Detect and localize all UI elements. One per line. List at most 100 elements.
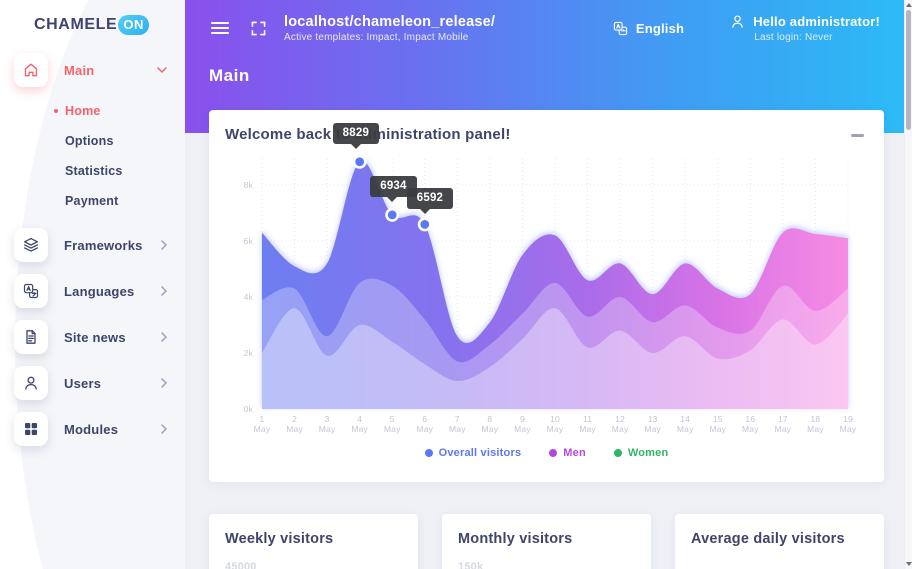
scroll-down-arrow[interactable] bbox=[906, 562, 912, 566]
grid-icon bbox=[14, 412, 48, 446]
svg-text:17: 17 bbox=[778, 414, 788, 424]
svg-text:2k: 2k bbox=[244, 348, 254, 358]
stat-title: Weekly visitors bbox=[225, 531, 334, 547]
svg-text:18: 18 bbox=[811, 414, 821, 424]
svg-text:14: 14 bbox=[680, 414, 690, 424]
user-icon bbox=[732, 14, 743, 28]
chevron-right-icon bbox=[161, 240, 167, 250]
legend-dot bbox=[424, 449, 433, 457]
svg-text:May: May bbox=[775, 424, 792, 434]
svg-text:11: 11 bbox=[583, 414, 592, 424]
active-bullet bbox=[54, 109, 58, 113]
content: Welcome back to administration panel! 0k… bbox=[209, 110, 884, 569]
sidebar-item-main[interactable]: Main bbox=[14, 53, 171, 87]
svg-text:3: 3 bbox=[325, 414, 330, 424]
svg-text:May: May bbox=[384, 424, 401, 434]
minimize-button[interactable] bbox=[847, 130, 868, 141]
logo-text: CHAMELE bbox=[34, 16, 118, 33]
home-icon bbox=[14, 53, 48, 87]
sidebar-item-users[interactable]: Users bbox=[14, 366, 171, 400]
svg-text:May: May bbox=[482, 424, 499, 434]
legend-item-women[interactable]: Women bbox=[613, 447, 669, 459]
page-title: Main bbox=[209, 66, 250, 85]
monthly-visitors-card: Monthly visitors 150k bbox=[442, 514, 651, 569]
topbar: localhost/chameleon_release/ Active temp… bbox=[185, 0, 904, 56]
site-url-block[interactable]: localhost/chameleon_release/ Active temp… bbox=[284, 14, 495, 43]
svg-text:May: May bbox=[351, 424, 368, 434]
sidebar-item-statistics[interactable]: Statistics bbox=[65, 164, 123, 178]
svg-text:May: May bbox=[644, 424, 661, 434]
svg-text:May: May bbox=[449, 424, 466, 434]
svg-text:4: 4 bbox=[357, 414, 362, 424]
chart-tooltip: 8829 bbox=[332, 122, 380, 149]
sidebar-item-home[interactable]: Home bbox=[0, 96, 185, 126]
chart-point bbox=[420, 220, 430, 229]
sidebar-item-options[interactable]: Options bbox=[65, 134, 114, 148]
sidebar-item-frameworks[interactable]: Frameworks bbox=[14, 228, 171, 262]
legend-dot bbox=[613, 449, 622, 457]
svg-text:May: May bbox=[840, 424, 857, 434]
svg-text:6: 6 bbox=[422, 414, 427, 424]
sidebar-item-modules[interactable]: Modules bbox=[14, 412, 171, 446]
svg-text:4k: 4k bbox=[244, 292, 254, 302]
svg-text:May: May bbox=[677, 424, 694, 434]
logo-badge: ON bbox=[118, 15, 150, 35]
scrollbar-thumb[interactable] bbox=[906, 10, 911, 130]
svg-text:May: May bbox=[709, 424, 726, 434]
last-login: Last login: Never bbox=[754, 31, 833, 43]
chart-tooltip: 6592 bbox=[406, 188, 454, 215]
user-icon bbox=[14, 366, 48, 400]
sidebar-item-payment[interactable]: Payment bbox=[65, 194, 119, 208]
area-series-men bbox=[262, 278, 848, 409]
sidebar: CHAMELE ON Main Home Options Statistics P… bbox=[0, 0, 185, 569]
svg-text:16: 16 bbox=[745, 414, 755, 424]
sidebar-item-languages[interactable]: Languages bbox=[14, 274, 171, 308]
chevron-right-icon bbox=[161, 332, 167, 342]
svg-text:May: May bbox=[807, 424, 824, 434]
translate-icon bbox=[613, 21, 627, 35]
svg-text:6k: 6k bbox=[244, 236, 254, 246]
area-series-women bbox=[262, 308, 848, 409]
stat-title: Average daily visitors bbox=[691, 531, 845, 547]
chart-canvas: 0k2k4k6k8k1May2May3May4May5May6May7May8M… bbox=[244, 154, 857, 434]
menu-toggle-button[interactable] bbox=[211, 22, 229, 34]
stat-value: 150k bbox=[458, 561, 484, 569]
stat-title: Monthly visitors bbox=[458, 531, 573, 547]
chevron-down-icon bbox=[157, 66, 167, 74]
vertical-scrollbar[interactable] bbox=[904, 0, 912, 569]
fullscreen-icon[interactable] bbox=[251, 21, 266, 36]
average-daily-visitors-card: Average daily visitors bbox=[675, 514, 884, 569]
chart-legend: Overall visitors Men Women bbox=[209, 447, 884, 459]
area-series-overall-visitors bbox=[262, 160, 848, 409]
language-selector[interactable]: English bbox=[613, 21, 684, 36]
weekly-visitors-card: Weekly visitors 45000 bbox=[209, 514, 418, 569]
visitors-chart: 0k 2k 4k 6k 8k 1 May 2 May 3 May 4 May 5 May 6 May 7 May 8 M… bbox=[209, 122, 884, 475]
legend-item-men[interactable]: Men bbox=[549, 447, 586, 459]
scroll-up-arrow[interactable] bbox=[906, 3, 912, 7]
chart-point bbox=[355, 157, 365, 167]
chart-point bbox=[387, 210, 397, 220]
svg-text:May: May bbox=[416, 424, 433, 434]
svg-text:1: 1 bbox=[260, 414, 265, 424]
layers-icon bbox=[14, 228, 48, 262]
svg-text:May: May bbox=[319, 424, 336, 434]
svg-text:7: 7 bbox=[455, 414, 460, 424]
stat-value: 45000 bbox=[225, 561, 257, 569]
svg-text:8: 8 bbox=[487, 414, 492, 424]
legend-dot bbox=[549, 449, 558, 457]
app-logo[interactable]: CHAMELE ON bbox=[0, 0, 185, 41]
svg-text:13: 13 bbox=[648, 414, 658, 424]
svg-text:10: 10 bbox=[550, 414, 560, 424]
svg-text:5: 5 bbox=[390, 414, 395, 424]
sidebar-item-label: Main bbox=[64, 62, 95, 78]
chevron-right-icon bbox=[161, 286, 167, 296]
welcome-chart-card: Welcome back to administration panel! 0k… bbox=[209, 110, 884, 482]
active-templates: Active templates: Impact, Impact Mobile bbox=[284, 31, 469, 43]
legend-item-overall-visitors[interactable]: Overall visitors bbox=[424, 447, 522, 459]
svg-text:May: May bbox=[547, 424, 564, 434]
sidebar-item-site-news[interactable]: Site news bbox=[14, 320, 171, 354]
user-menu[interactable]: Hello administrator! Last login: Never bbox=[730, 14, 880, 43]
stats-row: Weekly visitors 45000 Monthly visitors 1… bbox=[209, 514, 884, 569]
legend-label: Men bbox=[563, 447, 586, 459]
